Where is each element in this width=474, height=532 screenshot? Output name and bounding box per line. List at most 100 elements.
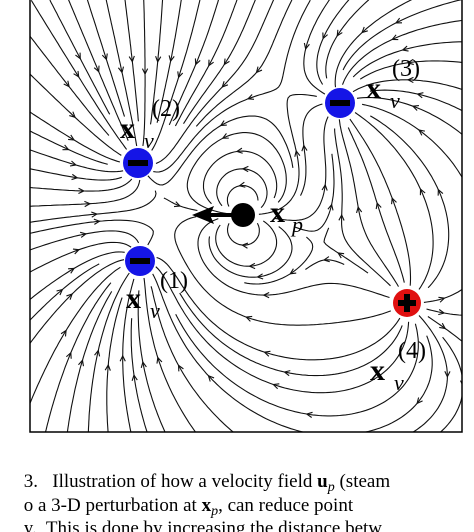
flow-arrow	[391, 34, 399, 41]
streamline	[361, 103, 462, 179]
flow-arrow	[72, 248, 81, 255]
flow-arrow	[128, 55, 135, 63]
flow-arrow	[444, 371, 451, 378]
streamline	[137, 290, 166, 432]
flow-arrow	[194, 58, 201, 66]
flow-arrow	[221, 81, 229, 88]
streamline	[423, 288, 462, 303]
flow-arrow	[75, 52, 81, 60]
superscript: (3)	[392, 56, 420, 82]
streamline	[349, 118, 412, 286]
flow-arrow	[177, 364, 184, 372]
caption-line: y. This is done by increasing the distan…	[0, 518, 396, 532]
streamline	[341, 19, 462, 85]
caption-symbol: u	[317, 471, 328, 492]
subscript: v	[394, 370, 404, 395]
flow-arrow	[401, 45, 409, 52]
streamline	[30, 263, 100, 321]
flow-arrow	[283, 370, 291, 377]
flow-arrow	[406, 58, 414, 66]
flow-arrow	[140, 360, 147, 369]
subscript: v	[144, 128, 154, 153]
flow-arrow	[256, 273, 264, 280]
symbol: x	[120, 112, 135, 145]
flow-arrow	[246, 94, 255, 100]
flow-arrow	[207, 374, 215, 382]
flow-arrow	[321, 183, 328, 191]
label-xv1: x v (1)	[126, 268, 188, 323]
flow-arrow	[438, 309, 446, 316]
flow-arrow	[78, 359, 85, 367]
streamline	[30, 178, 133, 192]
flow-arrow	[56, 288, 64, 296]
flow-arrow	[91, 211, 99, 218]
superscript: (2)	[152, 96, 180, 122]
streamline	[142, 0, 146, 146]
flow-arrow	[223, 58, 230, 66]
streamline	[426, 308, 462, 316]
streamline	[168, 0, 220, 126]
flow-arrow	[62, 144, 70, 151]
flow-arrow	[93, 218, 101, 225]
streamline	[300, 103, 323, 196]
streamline	[352, 41, 462, 78]
flow-arrow	[437, 188, 444, 196]
flow-arrow	[338, 213, 345, 221]
streamline	[143, 277, 197, 432]
streamline	[150, 286, 234, 432]
flow-arrow	[289, 268, 297, 275]
flow-arrow	[406, 76, 414, 84]
flow-arrow	[262, 292, 270, 299]
flow-arrow	[263, 350, 271, 357]
symbol: x	[370, 354, 385, 387]
streamline	[274, 116, 329, 221]
caption-text: o a 3-D perturbation at	[24, 495, 202, 516]
label-xv2: x v (2)	[120, 96, 180, 153]
flow-arrow	[375, 201, 382, 210]
flow-arrow	[411, 105, 419, 111]
flow-arrow	[156, 356, 163, 364]
streamline	[338, 119, 399, 287]
flow-arrow	[322, 32, 328, 40]
streamline	[347, 127, 405, 283]
flow-arrow	[68, 134, 76, 141]
streamline	[174, 0, 238, 127]
sink	[123, 148, 153, 178]
flow-arrow	[60, 329, 67, 337]
flow-arrow	[101, 53, 108, 61]
streamline	[186, 132, 287, 215]
flow-arrow	[68, 267, 76, 274]
flow-arrow	[419, 188, 426, 196]
sink	[125, 246, 155, 276]
flow-arrow	[69, 111, 76, 119]
flow-arrow	[104, 363, 111, 371]
flow-arrow	[394, 17, 403, 24]
streamline	[325, 0, 370, 79]
caption-text: , can reduce point	[218, 495, 354, 516]
flow-arrow	[238, 181, 246, 188]
symbol: x	[270, 196, 285, 229]
streamline	[155, 266, 410, 394]
flow-arrow	[416, 92, 424, 99]
flow-arrow	[208, 59, 214, 67]
streamline	[179, 292, 403, 377]
flow-arrow	[78, 187, 86, 194]
flow-arrow	[219, 120, 227, 127]
flow-arrow	[131, 373, 138, 381]
streamline	[49, 0, 111, 115]
flow-arrow	[361, 26, 368, 34]
flow-arrow	[305, 411, 313, 418]
caption-symbol: x	[202, 495, 212, 516]
streamline	[370, 115, 450, 289]
streamline	[152, 273, 306, 432]
symbol: x	[126, 282, 141, 315]
streamline	[30, 111, 121, 163]
subscript: v	[150, 298, 160, 323]
streamline	[153, 0, 311, 173]
flow-arrow	[177, 71, 184, 79]
flow-arrow	[235, 147, 243, 154]
flow-arrow	[337, 252, 345, 259]
symbol: x	[366, 72, 381, 105]
